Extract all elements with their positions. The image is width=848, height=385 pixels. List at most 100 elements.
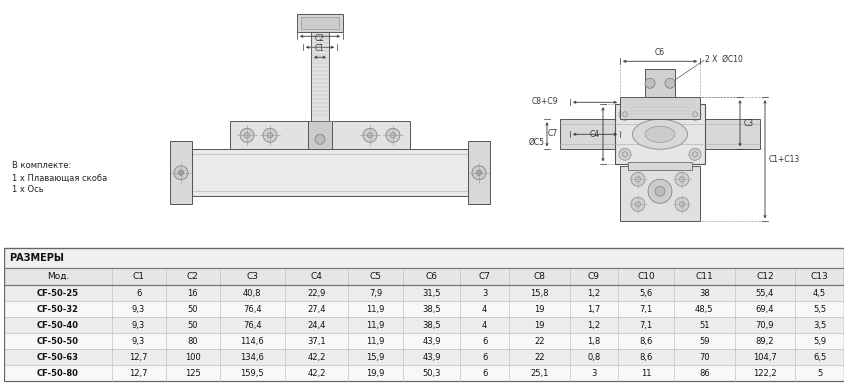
Bar <box>4 349 844 365</box>
Circle shape <box>645 78 655 88</box>
Text: 7,1: 7,1 <box>639 321 653 330</box>
Bar <box>4 285 844 301</box>
Text: C9: C9 <box>588 272 600 281</box>
Bar <box>4 333 844 349</box>
Text: 38: 38 <box>699 289 710 298</box>
Bar <box>4 248 844 268</box>
Bar <box>4 268 844 285</box>
Text: 3: 3 <box>482 289 488 298</box>
Text: 59: 59 <box>699 336 710 346</box>
Circle shape <box>263 128 277 142</box>
Text: 104,7: 104,7 <box>753 353 777 362</box>
Bar <box>301 17 339 29</box>
Text: 12,7: 12,7 <box>129 353 148 362</box>
Text: 50: 50 <box>187 305 198 314</box>
Circle shape <box>174 166 188 180</box>
Text: 1,8: 1,8 <box>587 336 600 346</box>
Text: 86: 86 <box>699 368 710 378</box>
Circle shape <box>631 197 645 211</box>
Text: 125: 125 <box>185 368 200 378</box>
Text: 31,5: 31,5 <box>422 289 441 298</box>
Circle shape <box>619 148 631 160</box>
Text: 37,1: 37,1 <box>308 336 326 346</box>
Text: C7: C7 <box>548 129 558 138</box>
Text: 7,9: 7,9 <box>369 289 382 298</box>
Text: 70,9: 70,9 <box>756 321 774 330</box>
Text: 11: 11 <box>641 368 651 378</box>
Text: 159,5: 159,5 <box>241 368 265 378</box>
Circle shape <box>655 186 665 196</box>
Text: 6: 6 <box>482 336 488 346</box>
Text: 48,5: 48,5 <box>695 305 713 314</box>
Text: C3: C3 <box>744 119 754 128</box>
Bar <box>4 317 844 333</box>
Circle shape <box>689 108 701 120</box>
Text: 1 х Плавающая скоба: 1 х Плавающая скоба <box>12 173 107 182</box>
Bar <box>645 69 675 97</box>
Text: 8,6: 8,6 <box>639 336 653 346</box>
Text: 2 X  ØC10: 2 X ØC10 <box>705 55 743 64</box>
Text: C8+C9: C8+C9 <box>532 97 558 106</box>
Text: 0,8: 0,8 <box>587 353 600 362</box>
Bar <box>620 97 700 119</box>
Text: 5: 5 <box>817 368 822 378</box>
Text: 122,2: 122,2 <box>753 368 777 378</box>
Circle shape <box>619 108 631 120</box>
Text: 5,6: 5,6 <box>639 289 653 298</box>
Text: CF-50-25: CF-50-25 <box>36 289 79 298</box>
Text: 51: 51 <box>699 321 710 330</box>
Text: 9,3: 9,3 <box>132 305 145 314</box>
Text: C2: C2 <box>315 34 325 43</box>
Text: C12: C12 <box>756 272 773 281</box>
Bar <box>4 365 844 381</box>
Text: 6,5: 6,5 <box>813 353 826 362</box>
Circle shape <box>315 134 325 144</box>
Text: 8,6: 8,6 <box>639 353 653 362</box>
Text: 55,4: 55,4 <box>756 289 774 298</box>
Text: 12,7: 12,7 <box>129 368 148 378</box>
Text: C1: C1 <box>132 272 144 281</box>
Circle shape <box>240 128 254 142</box>
Bar <box>230 121 410 149</box>
Text: 89,2: 89,2 <box>756 336 774 346</box>
Text: 7,1: 7,1 <box>639 305 653 314</box>
Text: 76,4: 76,4 <box>243 305 262 314</box>
Text: 3: 3 <box>591 368 596 378</box>
Circle shape <box>363 128 377 142</box>
Text: 6: 6 <box>482 353 488 362</box>
Text: CF-50-63: CF-50-63 <box>36 353 79 362</box>
Text: Мод.: Мод. <box>47 272 69 281</box>
Text: 11,9: 11,9 <box>366 321 385 330</box>
Text: 11,9: 11,9 <box>366 336 385 346</box>
Text: C6: C6 <box>655 48 665 57</box>
Text: C4: C4 <box>590 130 600 139</box>
Bar <box>620 166 700 221</box>
Ellipse shape <box>633 119 688 149</box>
Text: 22,9: 22,9 <box>308 289 326 298</box>
Bar <box>628 162 692 170</box>
Text: 25,1: 25,1 <box>530 368 549 378</box>
Text: C7: C7 <box>478 272 491 281</box>
Text: C1: C1 <box>315 44 325 53</box>
Text: C4: C4 <box>310 272 323 281</box>
Bar <box>192 149 468 196</box>
Text: 38,5: 38,5 <box>422 305 441 314</box>
Text: C10: C10 <box>637 272 655 281</box>
Circle shape <box>675 172 689 186</box>
Circle shape <box>178 170 183 175</box>
Bar <box>170 141 192 204</box>
Text: 50,3: 50,3 <box>422 368 441 378</box>
Circle shape <box>631 172 645 186</box>
Text: ØC5: ØC5 <box>529 138 545 147</box>
Text: 27,4: 27,4 <box>308 305 326 314</box>
Text: 43,9: 43,9 <box>422 353 441 362</box>
Text: C3: C3 <box>247 272 259 281</box>
Text: 114,6: 114,6 <box>241 336 265 346</box>
Text: В комплекте:: В комплекте: <box>12 161 71 170</box>
Bar <box>4 301 844 317</box>
Text: 24,4: 24,4 <box>308 321 326 330</box>
Bar <box>615 104 705 164</box>
Text: 19: 19 <box>534 305 544 314</box>
Text: 1,2: 1,2 <box>587 289 600 298</box>
Text: C8: C8 <box>533 272 545 281</box>
